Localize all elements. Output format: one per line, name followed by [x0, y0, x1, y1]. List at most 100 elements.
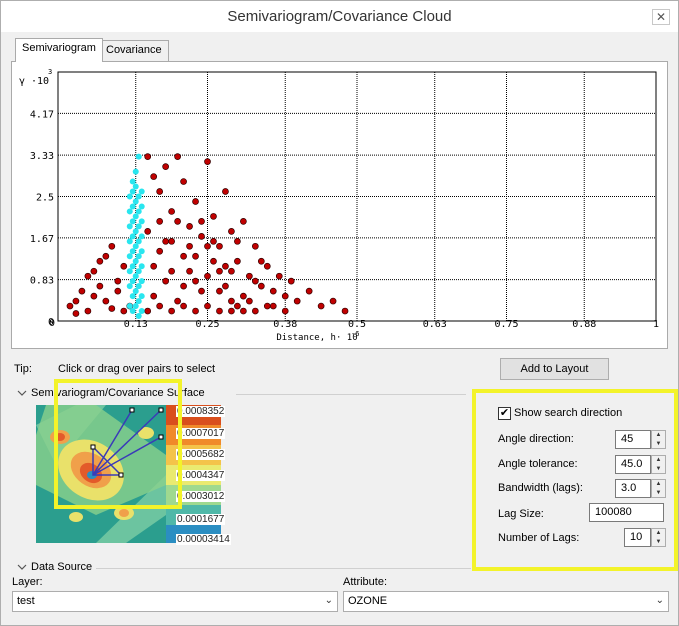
spin-up-icon[interactable]: ▲	[655, 530, 662, 536]
angle-direction-input[interactable]: 45	[615, 430, 651, 449]
legend-value: 0.0001677	[176, 514, 226, 525]
spin-down-icon[interactable]: ▼	[655, 538, 662, 545]
number-of-lags-input[interactable]: 10	[624, 528, 651, 547]
angle-tolerance-input[interactable]: 45.0	[615, 455, 651, 474]
spin-up-icon[interactable]: ▲	[655, 481, 662, 487]
data-point	[240, 307, 247, 315]
spin-up-icon[interactable]: ▲	[655, 457, 662, 463]
attribute-label: Attribute:	[343, 576, 388, 588]
data-point	[162, 163, 169, 170]
selected-data-point	[138, 233, 145, 240]
data-point	[204, 272, 211, 280]
selected-data-point	[132, 288, 139, 295]
data-point	[108, 242, 116, 250]
tip-label: Tip:	[14, 363, 32, 375]
semivariogram-surface-map[interactable]	[36, 405, 166, 543]
data-point	[144, 307, 152, 315]
surface-section-header[interactable]: Semivariogram/Covariance Surface	[17, 387, 205, 399]
bandwidth-spinner[interactable]: ▲ ▼	[651, 479, 666, 498]
data-point	[144, 153, 152, 161]
legend-value: 0.0003012	[176, 491, 226, 502]
data-point	[341, 307, 349, 315]
tab-semivariogram[interactable]: Semivariogram	[15, 38, 103, 62]
number-of-lags-spinner[interactable]: ▲ ▼	[651, 528, 666, 547]
selected-data-point	[132, 213, 139, 220]
data-point	[222, 262, 229, 270]
tab-covariance[interactable]: Covariance	[99, 40, 169, 61]
selected-data-point	[138, 308, 145, 315]
show-search-direction-checkbox[interactable]: ✔	[498, 407, 511, 420]
data-point	[281, 292, 289, 300]
attribute-select-value: OZONE	[348, 595, 388, 607]
bandwidth-label: Bandwidth (lags):	[498, 482, 583, 494]
selected-data-point	[138, 248, 145, 255]
selected-data-point	[138, 203, 145, 210]
data-point	[246, 297, 253, 305]
y-tick-label: 2.5	[36, 193, 54, 204]
add-to-layout-button[interactable]: Add to Layout	[500, 358, 609, 380]
data-source-section-header[interactable]: Data Source	[17, 561, 92, 573]
angle-direction-spinner[interactable]: ▲ ▼	[651, 430, 666, 449]
selected-data-point	[138, 278, 145, 285]
chart-panel[interactable]: 4.17 3.33 2.5 1.67 0.83 0 γ ·10 3 0 0.13 0.25 0.38 0…	[11, 61, 668, 349]
legend-value: 0.0008352	[176, 406, 226, 417]
selected-data-point	[126, 283, 133, 290]
attribute-select[interactable]: OZONE ⌄	[343, 591, 669, 612]
data-point	[228, 297, 235, 305]
y-tick-label: 1.67	[30, 234, 54, 245]
data-point	[192, 252, 199, 260]
lag-size-input[interactable]: 100080	[589, 503, 664, 522]
spin-down-icon[interactable]: ▼	[655, 465, 662, 472]
close-button[interactable]: ✕	[652, 9, 670, 25]
data-point	[198, 287, 205, 295]
data-point	[210, 237, 217, 245]
surface-divider	[236, 394, 466, 395]
layer-select[interactable]: test ⌄	[12, 591, 338, 612]
data-point	[204, 302, 211, 310]
data-point	[168, 208, 175, 215]
spin-down-icon[interactable]: ▼	[655, 489, 662, 496]
selected-data-point	[129, 233, 136, 240]
bandwidth-input[interactable]: 3.0	[615, 479, 651, 498]
angle-tolerance-spinner[interactable]: ▲ ▼	[651, 455, 666, 474]
selected-data-point	[129, 188, 136, 195]
spin-down-icon[interactable]: ▼	[655, 440, 662, 447]
data-point	[96, 257, 104, 265]
spin-up-icon[interactable]: ▲	[655, 432, 662, 438]
data-point	[186, 242, 193, 250]
data-point	[186, 223, 193, 230]
data-point	[234, 257, 241, 265]
data-point	[222, 282, 229, 290]
data-point	[156, 188, 164, 195]
x-tick-label: 1	[653, 319, 659, 330]
y-tick-label: 4.17	[30, 109, 54, 120]
selected-data-point	[129, 308, 136, 315]
data-point	[72, 297, 80, 305]
selected-data-point	[135, 153, 142, 160]
data-point	[192, 198, 199, 205]
selected-data-point	[135, 193, 142, 200]
legend-value: 0.0005682	[176, 449, 226, 460]
x-tick-label: 0.88	[572, 319, 596, 330]
selected-data-point	[135, 223, 142, 230]
selected-data-point	[138, 293, 145, 300]
data-point	[305, 287, 313, 295]
highlight-box-surface	[54, 379, 182, 509]
data-point	[186, 267, 193, 275]
selected-data-point	[132, 168, 139, 175]
data-point	[168, 267, 175, 275]
data-point	[329, 297, 337, 305]
selected-data-point	[135, 283, 142, 290]
data-point	[90, 292, 98, 300]
data-point	[102, 297, 110, 305]
selected-data-point	[135, 268, 142, 275]
legend-value: 0.0004347	[176, 470, 226, 481]
data-point	[287, 277, 295, 285]
selected-data-point	[138, 218, 145, 225]
selected-data-point	[135, 253, 142, 260]
data-point	[90, 267, 98, 275]
data-point	[168, 307, 175, 315]
origin-tick-label: 0	[49, 318, 55, 329]
y-tick-label: 0.83	[30, 276, 54, 287]
